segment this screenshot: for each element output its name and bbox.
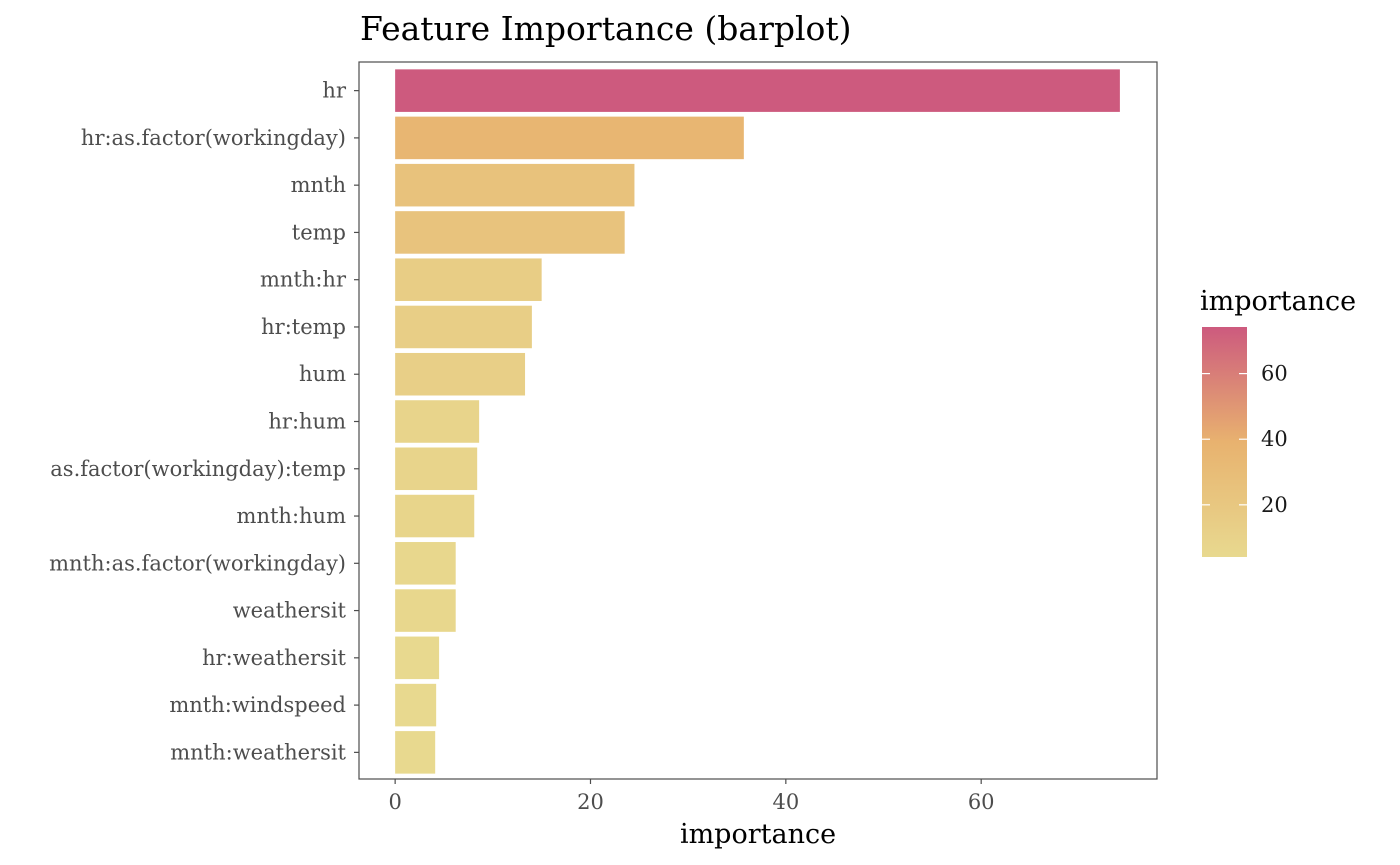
legend: 20 40 60 bbox=[1202, 327, 1288, 557]
bar-hr:as.factor(workingday) bbox=[395, 116, 744, 160]
legend-tick-label: 60 bbox=[1261, 362, 1288, 386]
bars-layer bbox=[395, 69, 1120, 774]
bar-mnth:windspeed bbox=[395, 683, 437, 727]
category-label: mnth:weathersit bbox=[170, 740, 346, 764]
x-axis-ticks: 0 20 40 60 bbox=[388, 779, 995, 814]
bar-hum bbox=[395, 352, 526, 396]
category-label: mnth:windspeed bbox=[169, 693, 346, 717]
category-label: weathersit bbox=[233, 599, 347, 623]
bar-mnth:hum bbox=[395, 494, 475, 538]
bar-mnth:weathersit bbox=[395, 731, 436, 774]
category-label: mnth:hum bbox=[237, 504, 347, 528]
x-tick-label: 20 bbox=[577, 790, 604, 814]
bar-hr bbox=[395, 69, 1120, 112]
category-label: mnth:as.factor(workingday) bbox=[49, 551, 346, 575]
x-axis-title: importance bbox=[680, 819, 836, 850]
category-label: hr:weathersit bbox=[202, 646, 346, 670]
x-tick-label: 40 bbox=[772, 790, 799, 814]
category-label: as.factor(workingday):temp bbox=[50, 457, 346, 481]
chart-title: Feature Importance (barplot) bbox=[360, 9, 852, 48]
bar-mnth:as.factor(workingday) bbox=[395, 542, 456, 585]
category-label: hr:hum bbox=[268, 410, 346, 434]
category-label: hr bbox=[322, 79, 347, 103]
bar-hr:temp bbox=[395, 305, 532, 349]
legend-tick-label: 20 bbox=[1261, 493, 1288, 517]
category-label: hr:as.factor(workingday) bbox=[81, 126, 346, 150]
category-label: mnth:hr bbox=[260, 268, 347, 292]
legend-title: importance bbox=[1200, 286, 1356, 317]
category-label: hr:temp bbox=[261, 315, 346, 339]
x-tick-label: 60 bbox=[968, 790, 995, 814]
category-labels: hr hr:as.factor(workingday) mnth temp mnth:h… bbox=[49, 79, 359, 764]
legend-colorbar bbox=[1202, 327, 1247, 557]
bar-hr:hum bbox=[395, 400, 480, 443]
bar-temp bbox=[395, 211, 625, 254]
bar-mnth:hr bbox=[395, 258, 542, 301]
bar-as.factor(workingday):temp bbox=[395, 447, 478, 491]
category-label: mnth bbox=[291, 173, 346, 197]
legend-tick-label: 40 bbox=[1261, 427, 1288, 451]
bar-hr:weathersit bbox=[395, 636, 440, 680]
x-tick-label: 0 bbox=[388, 790, 401, 814]
bar-weathersit bbox=[395, 589, 456, 632]
bar-mnth bbox=[395, 163, 635, 207]
category-label: temp bbox=[292, 220, 346, 244]
category-label: hum bbox=[299, 362, 346, 386]
